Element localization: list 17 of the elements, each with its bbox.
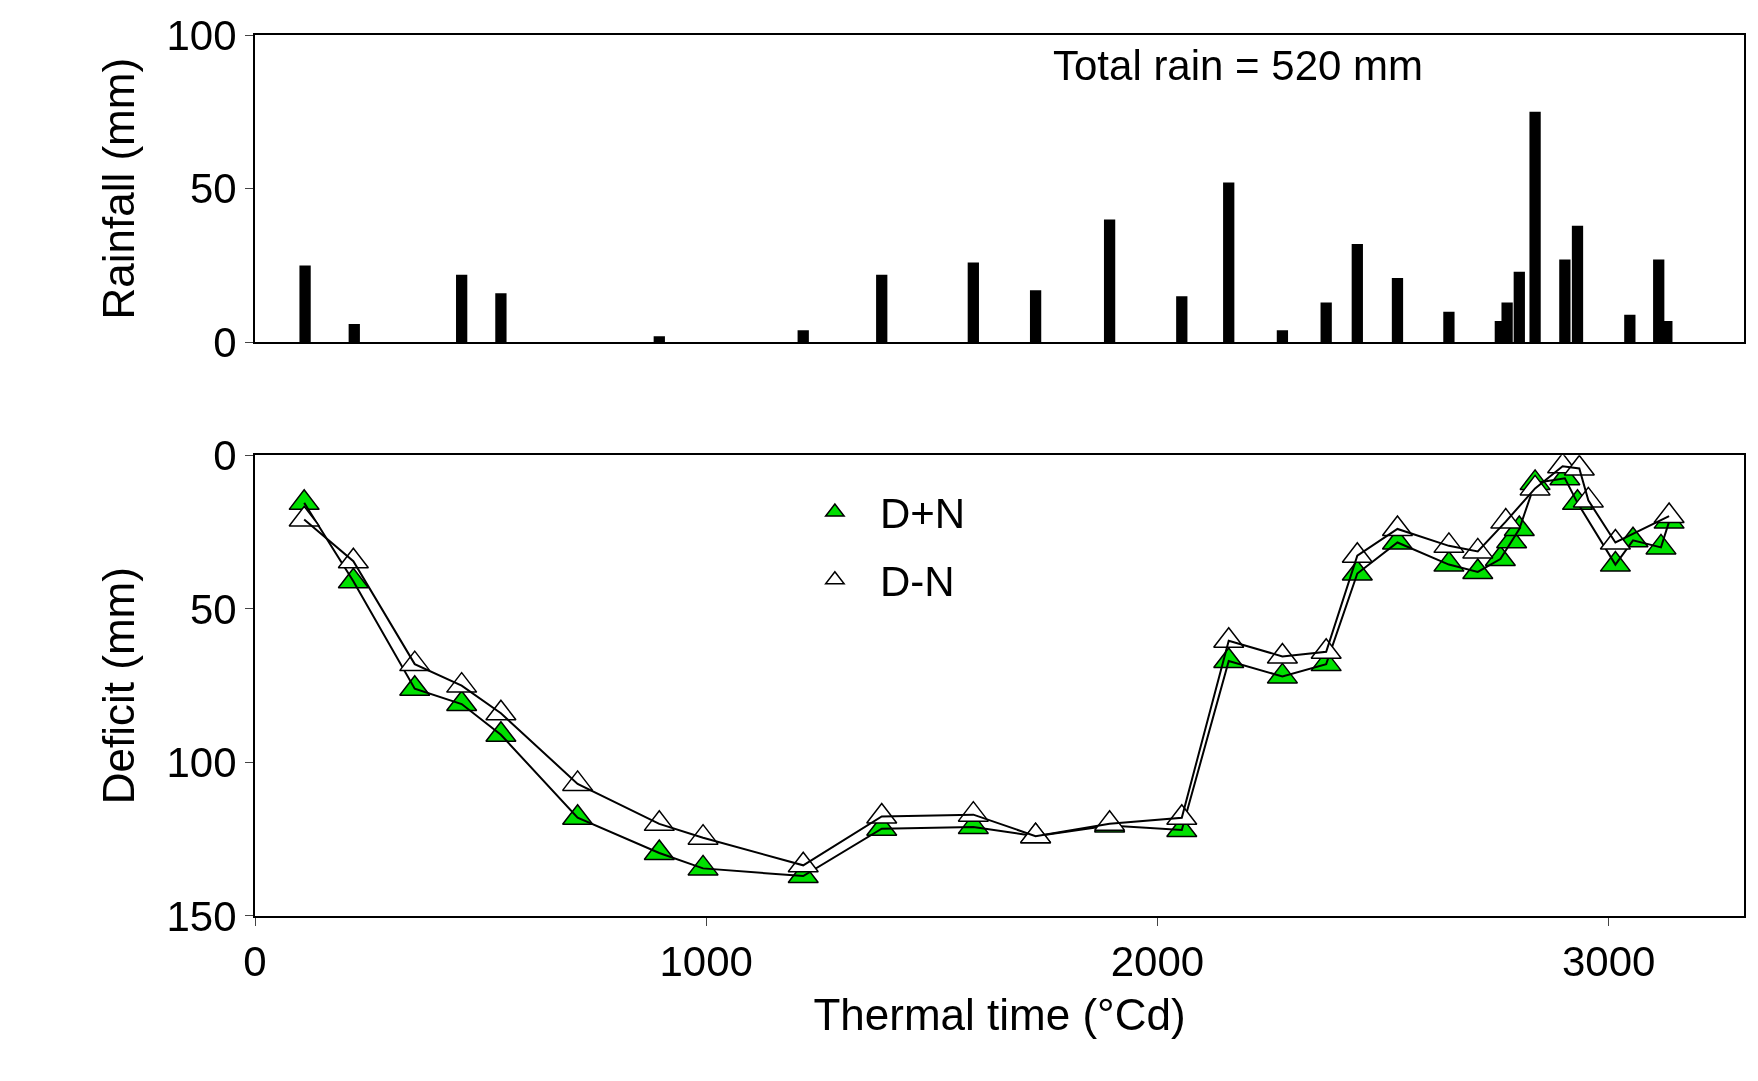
y-tick-label: 50 xyxy=(189,585,237,633)
annotation: Total rain = 520 mm xyxy=(1053,42,1424,89)
y-axis-title: Rainfall (mm) xyxy=(94,57,144,320)
y-tick-label: 100 xyxy=(166,739,237,787)
y-tick-label: 0 xyxy=(213,431,237,479)
y-tick-label: 50 xyxy=(189,165,237,213)
x-tick-label: 0 xyxy=(243,938,267,986)
x-tick-label: 2000 xyxy=(1110,938,1205,986)
legend-label: D-N xyxy=(879,558,955,606)
y-tick-label: 100 xyxy=(166,11,237,59)
x-axis-title: Thermal time (°Cd) xyxy=(813,990,1186,1040)
x-tick-label: 1000 xyxy=(659,938,753,986)
y-tick-label: 0 xyxy=(213,319,237,367)
legend-label: D+N xyxy=(879,490,966,538)
y-tick-label: 150 xyxy=(166,892,237,940)
x-tick-label: 3000 xyxy=(1561,938,1656,986)
y-axis-title: Deficit (mm) xyxy=(94,567,144,805)
